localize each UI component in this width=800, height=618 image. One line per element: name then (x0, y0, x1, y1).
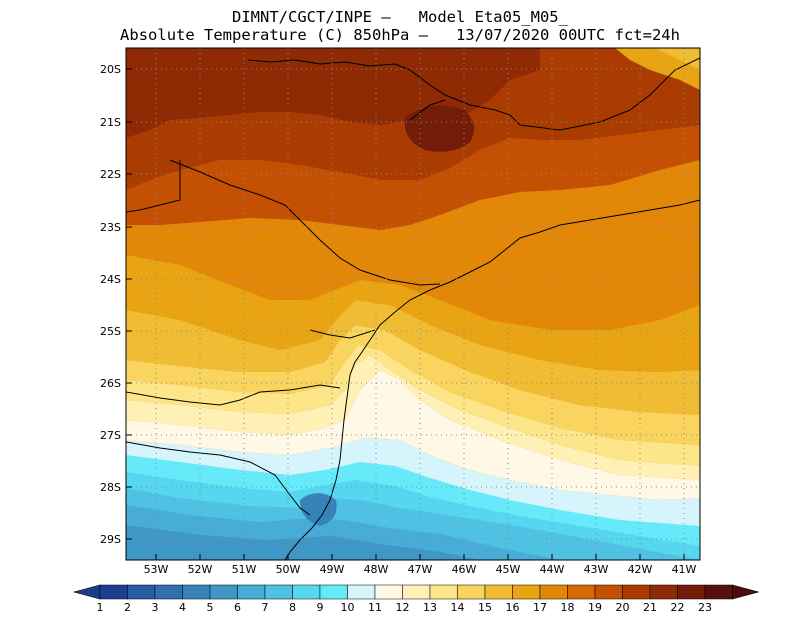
lon-label: 50W (276, 563, 301, 576)
cold-patch (300, 493, 337, 526)
colorbar-label: 19 (588, 601, 602, 614)
lat-label: 29S (100, 533, 121, 546)
colorbar-swatch (99, 584, 128, 600)
band-22 (404, 105, 474, 152)
colorbar-swatch (704, 584, 733, 600)
colorbar-label: 3 (152, 601, 159, 614)
colorbar-swatch (677, 584, 706, 600)
band-13 (126, 345, 700, 466)
colorbar-label: 13 (423, 601, 437, 614)
lat-label: 23S (100, 221, 121, 234)
colorbar-label: 9 (317, 601, 324, 614)
band-12 (126, 355, 700, 480)
colorbar-label: 7 (262, 601, 269, 614)
colorbar-swatch (567, 584, 596, 600)
lon-label: 49W (320, 563, 345, 576)
lon-label: 47W (408, 563, 433, 576)
colorbar-label: 6 (234, 601, 241, 614)
colorbar-over-arrow (732, 584, 760, 600)
colorbar-under-arrow (72, 584, 101, 600)
lon-label: 41W (672, 563, 697, 576)
colorbar-swatch (374, 584, 403, 600)
map-frame (125, 47, 701, 561)
lat-label: 27S (100, 429, 121, 442)
colorbar-label: 21 (643, 601, 657, 614)
band-16 (126, 255, 700, 372)
lon-label: 48W (364, 563, 389, 576)
colorbar-label: 20 (616, 601, 630, 614)
lat-label: 25S (100, 325, 121, 338)
latitude-labels: 20S 21S 22S 23S 24S 25S 26S 27S 28S 29S (100, 63, 121, 546)
colorbar-label: 5 (207, 601, 214, 614)
lat-label: 21S (100, 116, 121, 129)
lat-label: 28S (100, 481, 121, 494)
colorbar-swatch (347, 584, 376, 600)
lat-label: 22S (100, 168, 121, 181)
graticule (126, 48, 700, 560)
colorbar-label: 12 (396, 601, 410, 614)
colorbar-label: 22 (671, 601, 685, 614)
band-15 (126, 300, 700, 415)
colorbar-swatch (539, 584, 568, 600)
colorbar-label: 1 (97, 601, 104, 614)
lon-label: 45W (496, 563, 521, 576)
colorbar-label: 16 (506, 601, 520, 614)
lon-label: 51W (232, 563, 257, 576)
colorbar-swatch (182, 584, 211, 600)
lat-label: 20S (100, 63, 121, 76)
colorbar-label: 23 (698, 601, 712, 614)
colorbar-swatch (127, 584, 156, 600)
longitude-labels: 53W 52W 51W 50W 49W 48W 47W 46W 45W 44W … (144, 563, 697, 576)
band-5 (126, 525, 480, 560)
colorbar-swatch (594, 584, 623, 600)
colorbar-swatch (512, 584, 541, 600)
lon-label: 42W (628, 563, 653, 576)
colorbar-swatch (209, 584, 238, 600)
colorbar-label: 8 (289, 601, 296, 614)
colorbar-swatch (319, 584, 348, 600)
colorbar-swatch (292, 584, 321, 600)
colorbar-swatch (264, 584, 293, 600)
colorbar-swatch (484, 584, 513, 600)
colorbar-swatch (457, 584, 486, 600)
colorbar-label: 11 (368, 601, 382, 614)
temperature-field (126, 48, 700, 560)
colorbar-swatch (402, 584, 431, 600)
colorbar-swatch (622, 584, 651, 600)
colorbar-label: 2 (124, 601, 131, 614)
lat-label: 26S (100, 377, 121, 390)
lon-label: 46W (452, 563, 477, 576)
colorbar-swatch (429, 584, 458, 600)
lat-label: 24S (100, 273, 121, 286)
colorbar-label: 17 (533, 601, 547, 614)
band-14 (126, 325, 700, 445)
axis-ticks (126, 68, 685, 560)
colorbar-swatch (154, 584, 183, 600)
colorbar-label: 10 (341, 601, 355, 614)
lon-label: 53W (144, 563, 169, 576)
colorbar-swatch (649, 584, 678, 600)
colorbar-swatch (237, 584, 266, 600)
colorbar: 1 2 3 4 5 6 7 8 9 10 11 12 13 14 15 16 17 18 19 20 21 22 23 (72, 584, 760, 614)
title-line-1: DIMNT/CGCT/INPE – Model Eta05_M05_ (232, 8, 568, 26)
title-line-2: Absolute Temperature (C) 850hPa – 13/07/… (120, 26, 680, 44)
band-11 (126, 370, 700, 500)
colorbar-label: 4 (179, 601, 186, 614)
colorbar-label: 14 (451, 601, 465, 614)
lon-label: 52W (188, 563, 213, 576)
coastline-borders (126, 57, 700, 560)
band-15-ne (655, 48, 700, 70)
colorbar-label: 18 (561, 601, 575, 614)
colorbar-label: 15 (478, 601, 492, 614)
lon-label: 43W (584, 563, 609, 576)
lon-label: 44W (540, 563, 565, 576)
